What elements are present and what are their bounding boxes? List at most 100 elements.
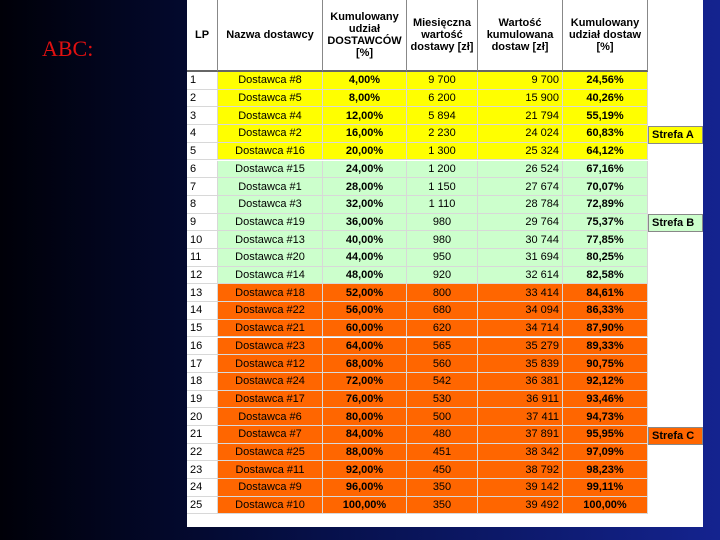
table-cell: 1 300 xyxy=(407,142,478,161)
table-cell: 14 xyxy=(187,302,218,320)
table-cell: 6 200 xyxy=(407,89,478,108)
table-cell: 1 200 xyxy=(407,160,478,179)
table-cell: 89,33% xyxy=(563,337,648,356)
table-cell: 530 xyxy=(407,390,478,409)
table-cell: 31 694 xyxy=(478,249,563,267)
table-cell: Dostawca #25 xyxy=(218,443,323,462)
table-cell: 11 xyxy=(187,249,218,267)
table-cell: 32,00% xyxy=(323,195,407,214)
table-cell: Dostawca #10 xyxy=(218,496,323,515)
table-cell: 980 xyxy=(407,213,478,232)
table-cell: Dostawca #14 xyxy=(218,266,323,285)
table-cell: 100,00% xyxy=(323,496,407,515)
table-cell: 48,00% xyxy=(323,266,407,285)
table-cell: 52,00% xyxy=(323,284,407,303)
table-cell: 7 xyxy=(187,178,218,196)
table-cell: 38 792 xyxy=(478,461,563,480)
table-cell: 22 xyxy=(187,443,218,462)
table-cell: 76,00% xyxy=(323,390,407,409)
table-cell: 32 614 xyxy=(478,266,563,285)
table-cell: 560 xyxy=(407,355,478,373)
table-cell: 93,46% xyxy=(563,390,648,409)
table-cell: 72,00% xyxy=(323,372,407,391)
table-cell: 99,11% xyxy=(563,479,648,497)
table-cell: 35 279 xyxy=(478,337,563,356)
table-cell: 70,07% xyxy=(563,178,648,196)
table-cell: Dostawca #7 xyxy=(218,426,323,444)
table-cell: Dostawca #9 xyxy=(218,479,323,497)
table-cell: 450 xyxy=(407,461,478,480)
table-cell: 67,16% xyxy=(563,160,648,179)
table-cell: Dostawca #18 xyxy=(218,284,323,303)
table-cell: Dostawca #22 xyxy=(218,302,323,320)
table-cell: Dostawca #24 xyxy=(218,372,323,391)
table-cell: 39 492 xyxy=(478,496,563,515)
table-cell: 86,33% xyxy=(563,302,648,320)
table-cell: 60,83% xyxy=(563,125,648,143)
table-cell: 25 324 xyxy=(478,142,563,161)
table-cell: 2 230 xyxy=(407,125,478,143)
table-cell: 480 xyxy=(407,426,478,444)
table-cell: 90,75% xyxy=(563,355,648,373)
table-cell: 30 744 xyxy=(478,231,563,249)
table-cell: Dostawca #16 xyxy=(218,142,323,161)
column-header: Wartość kumulowana dostaw [zł] xyxy=(478,0,563,72)
table-cell: 39 142 xyxy=(478,479,563,497)
table-cell: 15 900 xyxy=(478,89,563,108)
table-cell: 8,00% xyxy=(323,89,407,108)
column-header: Nazwa dostawcy xyxy=(218,0,323,72)
table-cell: 565 xyxy=(407,337,478,356)
table-cell: 4,00% xyxy=(323,72,407,90)
table-cell: 64,12% xyxy=(563,142,648,161)
table-cell: 44,00% xyxy=(323,249,407,267)
table-cell: 37 411 xyxy=(478,408,563,426)
table-cell: 29 764 xyxy=(478,213,563,232)
table-cell: 64,00% xyxy=(323,337,407,356)
table-cell: 500 xyxy=(407,408,478,426)
table-cell: Dostawca #15 xyxy=(218,160,323,179)
table-cell: 2 xyxy=(187,89,218,108)
table-cell: 23 xyxy=(187,461,218,480)
table-cell: 55,19% xyxy=(563,107,648,126)
table-cell: 37 891 xyxy=(478,426,563,444)
table-cell: 87,90% xyxy=(563,319,648,338)
slide-title: ABC: xyxy=(42,36,94,61)
table-cell: 36 381 xyxy=(478,372,563,391)
table-cell: 350 xyxy=(407,496,478,515)
table-cell: 12,00% xyxy=(323,107,407,126)
table-cell: 451 xyxy=(407,443,478,462)
table-cell: 920 xyxy=(407,266,478,285)
table-cell: 20 xyxy=(187,408,218,426)
table-cell: Dostawca #21 xyxy=(218,319,323,338)
table-cell: 92,00% xyxy=(323,461,407,480)
column-header: LP xyxy=(187,0,218,72)
table-cell: 21 794 xyxy=(478,107,563,126)
table-cell: 80,25% xyxy=(563,249,648,267)
table-cell: 1 xyxy=(187,72,218,90)
table-cell: 18 xyxy=(187,372,218,391)
table-cell: 5 xyxy=(187,142,218,161)
table-cell: 680 xyxy=(407,302,478,320)
table-cell: 24,56% xyxy=(563,72,648,90)
table-cell: 40,00% xyxy=(323,231,407,249)
table-cell: 72,89% xyxy=(563,195,648,214)
table-cell: Dostawca #11 xyxy=(218,461,323,480)
table-cell: 800 xyxy=(407,284,478,303)
zone-label: Strefa C xyxy=(648,426,703,445)
table-cell: 77,85% xyxy=(563,231,648,249)
table-cell: 56,00% xyxy=(323,302,407,320)
table-cell: 97,09% xyxy=(563,443,648,462)
table-cell: 100,00% xyxy=(563,496,648,515)
table-cell: Dostawca #19 xyxy=(218,213,323,232)
table-cell: 34 094 xyxy=(478,302,563,320)
table-cell: 80,00% xyxy=(323,408,407,426)
table-cell: 9 xyxy=(187,213,218,232)
table-cell: 19 xyxy=(187,390,218,409)
table-cell: 35 839 xyxy=(478,355,563,373)
table-cell: 84,00% xyxy=(323,426,407,444)
table-cell: 36,00% xyxy=(323,213,407,232)
table-cell: 84,61% xyxy=(563,284,648,303)
table-cell: 10 xyxy=(187,231,218,249)
table-cell: Dostawca #5 xyxy=(218,89,323,108)
